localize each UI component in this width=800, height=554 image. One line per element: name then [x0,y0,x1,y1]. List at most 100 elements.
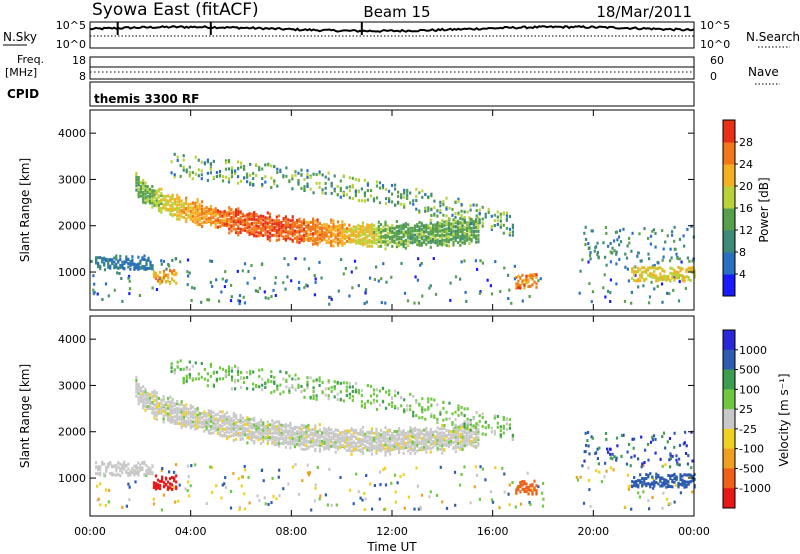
velocity-cell [461,440,464,444]
velocity-cell [466,425,469,428]
velocity-cell [663,483,666,487]
power-cell [147,266,150,270]
velocity-cell [160,410,163,414]
velocity-cell [490,426,493,430]
power-cell [389,231,392,235]
power-cell [200,177,203,181]
velocity-cell [390,481,393,485]
velocity-cell [429,436,432,439]
power-cell [402,232,405,236]
velocity-cell [239,437,242,441]
velocity-cell [237,370,240,374]
velocity-colorbar-segment [723,448,735,469]
velocity-cell [400,440,403,444]
velocity-cell [221,483,224,487]
velocity-cell [228,415,231,419]
power-cell [302,236,306,240]
velocity-cell [350,437,353,441]
power-cell [221,220,224,224]
velocity-cell [613,455,616,459]
power-cell [243,164,246,168]
velocity-cell [230,375,234,379]
power-cell [152,273,156,276]
velocity-cell [196,425,199,429]
power-cell [342,191,345,195]
velocity-cell [248,424,251,428]
velocity-cell [224,369,228,373]
velocity-cell [336,398,339,402]
power-cell [348,294,351,298]
power-cell [214,225,217,229]
power-cell [160,210,163,214]
power-cell [232,213,235,217]
velocity-cell [330,431,333,435]
power-cell [493,213,496,217]
velocity-cell [445,506,449,510]
power-colorbar-tick-label: 20 [739,180,753,193]
power-cell [435,292,438,296]
velocity-cell [145,474,148,478]
velocity-cell [246,436,249,440]
velocity-cell [377,448,380,452]
power-cell [456,219,460,223]
power-cell [278,223,281,227]
power-cell [400,224,403,228]
power-cell [464,290,467,294]
noise-right-tick-bottom: 10^0 [700,38,730,51]
velocity-cell [496,414,499,418]
velocity-cell [168,470,171,474]
velocity-cell [194,407,197,411]
power-cell [445,232,448,236]
power-cell [144,192,147,196]
velocity-cell [339,431,342,435]
power-cell [235,211,238,215]
power-cell [597,256,600,260]
velocity-cell [321,442,324,446]
power-cell [209,171,212,175]
power-cell [680,260,683,264]
power-cell [403,203,406,207]
power-cell [436,223,439,227]
velocity-cell [180,418,183,422]
velocity-cell [151,391,154,394]
velocity-cell [268,429,272,433]
power-cell [447,240,451,244]
velocity-cell [205,414,208,418]
velocity-cell [432,432,435,436]
velocity-cell [472,424,475,428]
velocity-cell [472,439,475,443]
power-cell [131,262,134,266]
freq-unit-label: [MHz] [5,66,37,79]
power-cell [640,259,643,263]
velocity-cell [679,482,682,486]
power-cell [578,291,581,295]
velocity-cell [139,393,142,397]
velocity-cell [160,398,163,402]
velocity-cell [400,404,403,408]
power-cell [203,207,206,211]
velocity-cell [133,471,136,475]
velocity-cell [144,393,147,397]
velocity-cell [477,436,480,440]
velocity-cell [343,436,346,440]
velocity-cell [255,434,258,438]
velocity-cell [191,376,194,380]
power-cell [117,266,120,270]
velocity-cell [155,407,158,411]
velocity-cell [466,436,469,440]
velocity-cell [240,371,243,374]
velocity-cell [420,432,423,436]
velocity-cell [149,467,152,471]
power-cell [185,217,188,221]
velocity-cell [302,432,306,436]
velocity-cell [436,441,439,445]
power-cell [237,175,240,179]
power-cell [250,212,253,216]
power-cell [429,221,432,225]
velocity-cell [417,507,420,511]
power-cell [481,261,484,265]
velocity-cell [436,432,439,436]
power-cell [151,199,154,203]
power-cell [531,277,534,281]
